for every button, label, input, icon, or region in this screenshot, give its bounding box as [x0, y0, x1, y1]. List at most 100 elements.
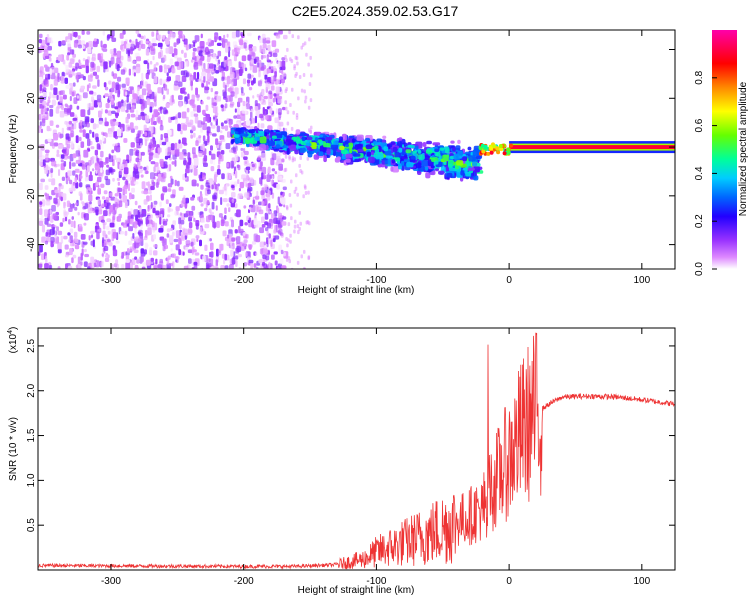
spectrogram-cell [270, 179, 274, 185]
spectrogram-cell [90, 256, 95, 265]
spectrogram-cell [46, 102, 50, 107]
spectrogram-cell [61, 71, 65, 77]
spectrogram-cell [288, 156, 291, 161]
spectrogram-cell [308, 82, 312, 86]
spectrogram-cell [169, 203, 172, 207]
spectrogram-cell [310, 73, 313, 78]
spectrogram-cell [215, 69, 220, 74]
spectrogram-cell [230, 91, 235, 97]
spectrogram-cell [89, 129, 92, 134]
spectrogram-cell [169, 235, 174, 243]
spectrogram-cell [89, 67, 94, 72]
spectrogram-cell [277, 171, 281, 176]
spectrogram-cell [200, 33, 203, 39]
y-tick-label: 2.0 [26, 383, 37, 397]
spectrogram-cell [278, 228, 283, 235]
spectrogram-cell [285, 139, 292, 146]
spectrogram-cell [146, 69, 150, 76]
spectrogram-cell [263, 132, 268, 137]
spectrogram-cell [224, 207, 227, 214]
spectrogram-cell [426, 140, 432, 145]
spectrogram-cell [59, 96, 63, 103]
spectrogram-cell [300, 45, 303, 50]
spectrogram-cell [287, 256, 291, 261]
spectrogram-cell [92, 123, 97, 130]
spectrogram-cell [278, 212, 282, 220]
spectrogram-cell [212, 116, 216, 120]
spectrogram-cell [204, 85, 209, 94]
spectrogram-cell [103, 161, 107, 165]
spectrogram-cell [338, 136, 343, 144]
spectrogram-cell [264, 212, 269, 220]
spectrogram-cell [297, 96, 300, 101]
spectrogram-cell [109, 205, 114, 213]
spectrogram-cell [124, 230, 128, 236]
spectrogram-cell [198, 150, 203, 157]
spectrogram-cell [174, 159, 177, 167]
spectrogram-cell [204, 207, 208, 212]
spectrogram-cell [139, 98, 143, 105]
spectrogram-cell [162, 186, 168, 192]
y-tick-label: -20 [26, 188, 37, 203]
spectrogram-cell [130, 113, 136, 118]
spectrogram-cell [373, 141, 378, 145]
spectrogram-cell [115, 82, 120, 91]
spectrogram-cell [44, 55, 50, 59]
spectrogram-cell [166, 257, 170, 265]
spectrogram-cell [51, 99, 56, 106]
spectrogram-cell [138, 219, 141, 227]
spectrogram-cell [166, 129, 172, 136]
snr-series-line [38, 332, 675, 570]
spectrogram-cell [245, 252, 248, 257]
spectrogram-cell [185, 197, 189, 204]
carrier-line [509, 145, 675, 150]
spectrogram-cell [116, 50, 122, 59]
spectrogram-cell [141, 181, 146, 190]
spectrogram-cell [87, 266, 91, 269]
spectrogram-cell [110, 196, 116, 201]
spectrogram-cell [165, 103, 170, 108]
spectrogram-cell [231, 237, 236, 242]
spectrogram-cell [304, 99, 307, 104]
spectrogram-cell [250, 108, 254, 113]
spectrogram-cell [74, 206, 78, 211]
colorbar-tick-label: 0.0 [694, 262, 705, 276]
spectrogram-cell [163, 161, 168, 169]
spectrogram-cell [472, 149, 481, 157]
spectrogram-cell [318, 151, 324, 156]
spectrogram-cell [301, 136, 306, 142]
spectrogram-cell [92, 40, 98, 48]
spectrogram-cell [175, 230, 180, 239]
spectrogram-cell [48, 195, 53, 200]
spectrogram-cell [41, 253, 45, 261]
spectrogram-cell [72, 82, 76, 87]
spectrogram-cell [277, 96, 282, 100]
spectrogram-cell [83, 261, 88, 267]
spectrogram-cell [220, 197, 223, 205]
spectrogram-cell [71, 126, 75, 130]
spectrogram-cell [434, 148, 440, 153]
spectrogram-cell [173, 238, 179, 243]
spectrogram-cell [262, 55, 267, 59]
spectrogram-cell [284, 266, 287, 269]
spectrogram-cell [282, 106, 286, 111]
spectrogram-cell [205, 204, 208, 208]
spectrogram-cell [167, 30, 171, 35]
spectrogram-cell [284, 55, 287, 59]
spectrogram-cell [96, 231, 100, 240]
spectrogram-cell [141, 88, 147, 96]
spectrogram-cell [274, 235, 280, 240]
spectrogram-cell [244, 192, 249, 198]
spectrogram-cell [230, 201, 235, 208]
spectrogram-cell [237, 107, 240, 116]
spectrogram-cell [253, 58, 257, 64]
spectrogram-cell [149, 247, 153, 254]
spectrogram-cell [158, 261, 164, 269]
spectrogram-cell [277, 196, 280, 205]
spectrogram-cell [211, 153, 216, 160]
spectrogram-cell [307, 105, 311, 110]
spectrogram-cell [259, 241, 265, 248]
spectrogram-cell [137, 86, 140, 91]
spectrogram-cell [307, 190, 310, 195]
spectrogram-cell [109, 192, 112, 197]
